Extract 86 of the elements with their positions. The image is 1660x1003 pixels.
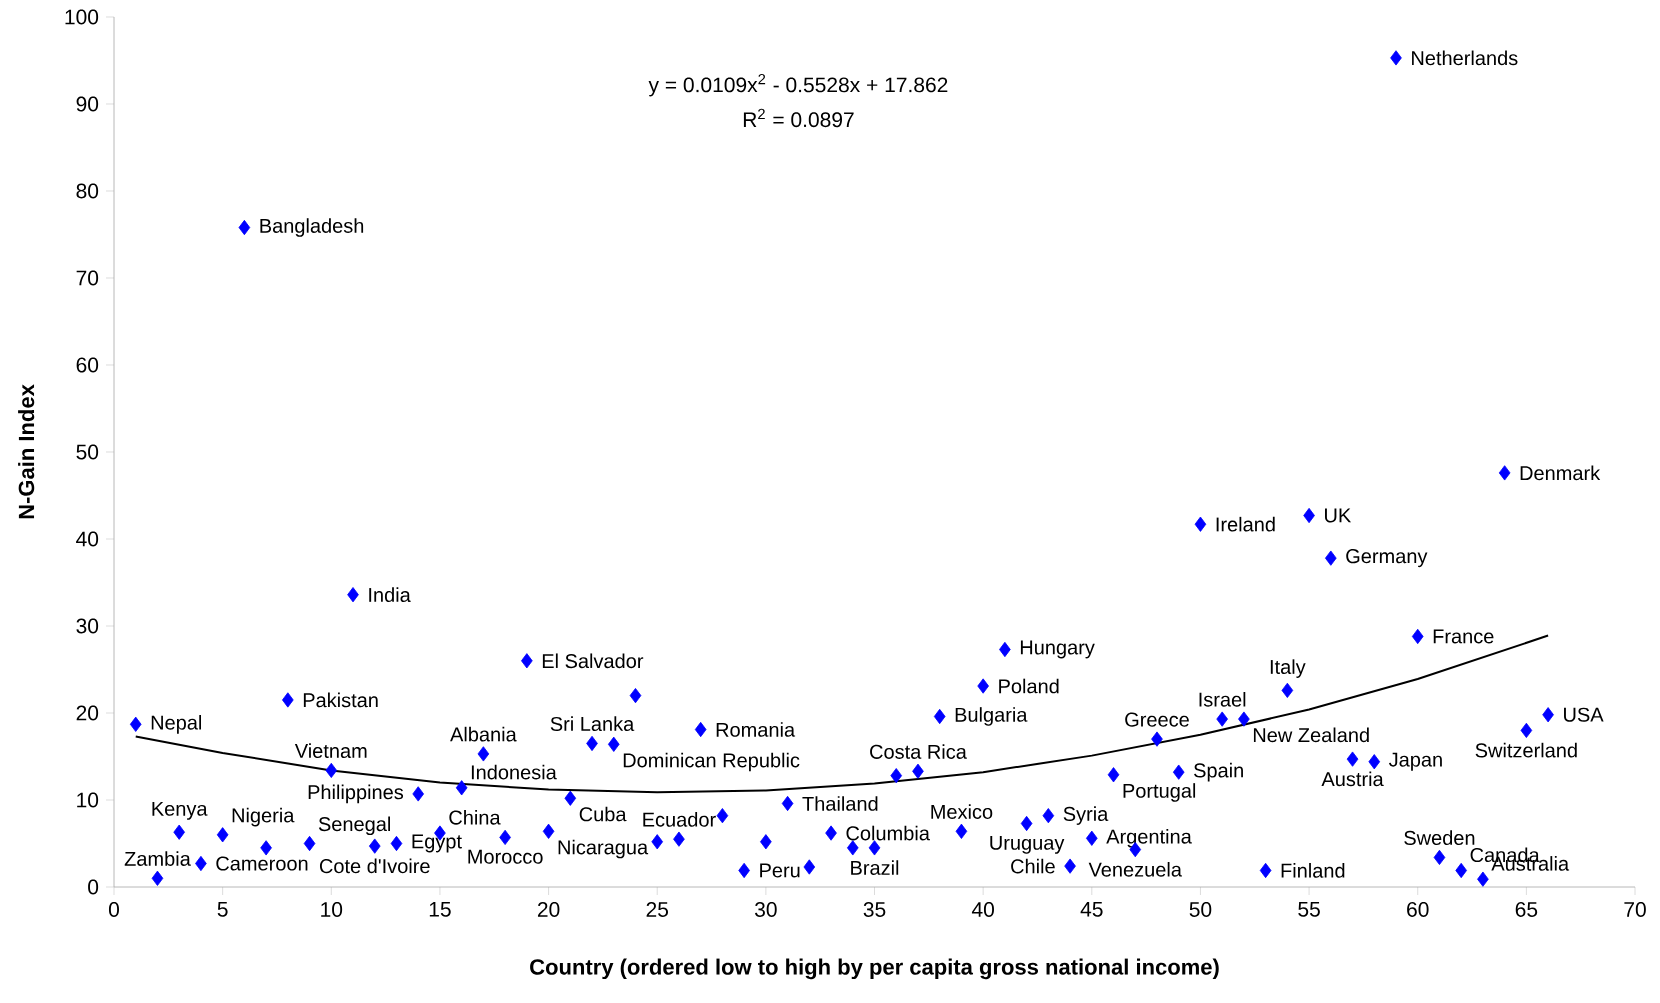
annotation: Finland bbox=[1281, 863, 1345, 878]
y-tick-label: 10 bbox=[77, 792, 99, 808]
y-tick-label: 100 bbox=[65, 9, 99, 25]
annotation: Columbia bbox=[846, 825, 930, 841]
annotation: Argentina bbox=[1106, 828, 1192, 848]
annotation: Poland bbox=[999, 678, 1059, 694]
annotation: Philippines bbox=[308, 784, 404, 804]
annotation: Sri Lanka bbox=[550, 716, 635, 732]
x-axis-title: Country (ordered low to high by per capita gross national income) bbox=[530, 958, 1219, 980]
annotation: Morocco bbox=[468, 849, 543, 864]
y-tick-label: 50 bbox=[76, 444, 99, 460]
annotation: Cote d'Ivoire bbox=[319, 858, 430, 874]
y-tick-label: 60 bbox=[76, 357, 99, 373]
annotation: Sweden bbox=[1404, 830, 1475, 846]
y-axis-title: N-Gain Index bbox=[18, 384, 35, 519]
x-tick-label: 55 bbox=[1298, 902, 1320, 917]
annotation: Peru bbox=[760, 863, 800, 878]
annotation: Portugal bbox=[1123, 783, 1196, 802]
annotation: Netherlands bbox=[1412, 50, 1518, 66]
annotation: Denmark bbox=[1520, 465, 1601, 481]
annotation: Israel bbox=[1199, 691, 1246, 707]
annotation: Romania bbox=[716, 722, 796, 737]
x-tick-label: 30 bbox=[755, 902, 777, 917]
y-tick-label: 20 bbox=[76, 705, 99, 721]
annotation: Egypt bbox=[412, 834, 462, 853]
x-tick-label: 15 bbox=[429, 902, 451, 917]
annotation: Uruguay bbox=[990, 835, 1065, 854]
y-tick-label: 90 bbox=[76, 96, 99, 112]
x-tick-label: 25 bbox=[646, 902, 669, 917]
annotation: Albania bbox=[450, 726, 517, 742]
annotation: Japan bbox=[1388, 752, 1442, 771]
annotation: New Zealand bbox=[1253, 727, 1369, 743]
annotation: Brazil bbox=[851, 860, 899, 875]
annotation: Italy bbox=[1270, 659, 1306, 678]
x-tick-label: 40 bbox=[971, 902, 994, 917]
annotation: Cameroon bbox=[216, 856, 308, 871]
annotation: France bbox=[1433, 629, 1494, 644]
x-tick-label: 0 bbox=[108, 902, 119, 917]
annotation: Bangladesh bbox=[260, 218, 364, 237]
annotation: Ecuador bbox=[643, 812, 716, 827]
annotation: Cuba bbox=[579, 806, 627, 822]
annotation: Spain bbox=[1194, 762, 1243, 782]
annotation: Pakistan bbox=[303, 692, 378, 708]
annotation: Mexico bbox=[931, 804, 993, 819]
y-tick-label: 40 bbox=[76, 531, 99, 547]
annotation: Indonesia bbox=[471, 764, 557, 780]
annotation: Nepal bbox=[151, 714, 202, 734]
annotation: y = 0.0109x$^{2}$ - 0.5528x + 17.862 bbox=[648, 73, 948, 97]
annotation: China bbox=[449, 809, 501, 825]
y-tick-label: 70 bbox=[76, 270, 99, 286]
y-tick-label: 80 bbox=[76, 183, 99, 199]
x-tick-label: 65 bbox=[1515, 902, 1538, 917]
annotation: Costa Rica bbox=[870, 744, 967, 759]
x-tick-label: 20 bbox=[537, 902, 560, 917]
annotation: Nicaragua bbox=[558, 839, 649, 859]
annotation: Venezuela bbox=[1088, 861, 1182, 877]
annotation: Syria bbox=[1063, 806, 1109, 825]
x-tick-label: 35 bbox=[863, 902, 886, 917]
x-tick-label: 5 bbox=[217, 902, 228, 917]
annotation: Senegal bbox=[318, 816, 390, 836]
annotation: Nigeria bbox=[232, 807, 295, 827]
annotation: Germany bbox=[1346, 549, 1428, 568]
x-tick-label: 70 bbox=[1624, 902, 1646, 917]
annotation: Dominican Republic bbox=[623, 752, 800, 772]
x-tick-label: 50 bbox=[1189, 902, 1212, 917]
annotation: Hungary bbox=[1020, 640, 1095, 659]
y-tick-label: 30 bbox=[76, 618, 99, 634]
annotation: Vietnam bbox=[294, 743, 367, 759]
annotation: India bbox=[369, 587, 411, 603]
annotation: Thailand bbox=[802, 796, 878, 811]
annotation: Bulgaria bbox=[955, 707, 1028, 726]
annotation: El Salvador bbox=[542, 653, 644, 669]
annotation: Zambia bbox=[124, 851, 191, 866]
y-tick-label: 0 bbox=[88, 879, 99, 895]
annotation: Ireland bbox=[1216, 516, 1275, 532]
annotation: R$^{2}$ = 0.0897 bbox=[743, 108, 854, 128]
annotation: Greece bbox=[1125, 712, 1189, 727]
x-tick-label: 45 bbox=[1080, 902, 1103, 917]
annotation: Chile bbox=[1011, 858, 1055, 874]
annotation: Switzerland bbox=[1475, 742, 1577, 758]
x-tick-label: 60 bbox=[1407, 902, 1429, 917]
annotation: UK bbox=[1325, 508, 1352, 523]
annotation: Kenya bbox=[152, 801, 208, 820]
annotation: Austria bbox=[1321, 771, 1384, 787]
annotation: USA bbox=[1564, 707, 1604, 722]
x-tick-label: 10 bbox=[321, 902, 343, 917]
